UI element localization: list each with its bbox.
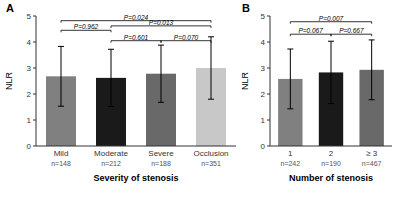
- significance-label: P=0.070: [174, 34, 199, 41]
- y-tick-label: 2: [261, 90, 266, 99]
- panel: 0 1 2 3 4 5 Mild n=148 Moderate n=212 Severe n=188 O…: [4, 2, 236, 183]
- error-cap: [287, 108, 293, 109]
- significance-label: P=0.013: [149, 19, 174, 26]
- error-line: [161, 45, 162, 102]
- x-axis: [270, 146, 392, 147]
- n-label: n=212: [101, 160, 121, 167]
- significance-label: P=0.962: [74, 23, 99, 30]
- error-line: [331, 41, 332, 103]
- significance-bracket: [290, 22, 371, 24]
- significance-label: P=0.667: [339, 27, 364, 34]
- x-tick-label: 1: [288, 149, 293, 158]
- error-bar: [108, 49, 114, 106]
- x-tick-label: Mild: [54, 149, 69, 158]
- marks: [46, 37, 226, 146]
- error-cap: [328, 103, 334, 104]
- error-bar: [369, 40, 375, 100]
- error-bar: [287, 49, 293, 109]
- error-cap: [58, 106, 64, 107]
- significance-bracket: [111, 26, 211, 28]
- x-tick-label: Occlusion: [193, 149, 228, 158]
- error-cap: [369, 39, 375, 40]
- x-tick-label: ≥ 3: [366, 149, 378, 158]
- x-tick-label: 2: [329, 149, 334, 158]
- marks: [278, 40, 384, 146]
- n-label: n=188: [151, 160, 171, 167]
- y-tick-label: 5: [261, 12, 266, 21]
- error-cap: [369, 99, 375, 100]
- y-axis: [36, 16, 37, 146]
- error-cap: [108, 106, 114, 107]
- panel-title: B: [242, 2, 250, 14]
- significance-bracket: [331, 34, 372, 36]
- y-tick-label: 2: [27, 90, 32, 99]
- error-bar: [328, 41, 334, 103]
- significance-bracket: [290, 34, 331, 36]
- error-cap: [58, 46, 64, 47]
- error-bar: [158, 45, 164, 102]
- significance-bracket: [161, 41, 211, 43]
- y-tick-label: 4: [27, 38, 32, 47]
- y-tick-label: 3: [27, 64, 32, 73]
- error-line: [111, 49, 112, 106]
- significance-bracket: [111, 41, 161, 43]
- n-label: n=351: [201, 160, 221, 167]
- error-cap: [208, 99, 214, 100]
- y-tick-label: 1: [261, 116, 266, 125]
- x-tick-label: Severe: [148, 149, 174, 158]
- error-cap: [287, 49, 293, 50]
- error-line: [371, 40, 372, 100]
- y-tick-label: 0: [27, 142, 32, 151]
- panel: 0 1 2 3 4 5 1 n=242 2 n=190 ≥ 3 n=467 Number of sten…: [240, 2, 392, 183]
- x-axis: [36, 146, 236, 147]
- n-label: n=467: [362, 160, 382, 167]
- significance-label: P=0.024: [124, 14, 149, 21]
- y-axis: [270, 16, 271, 146]
- significance-label: P=0.067: [298, 27, 323, 34]
- y-label: NLR: [4, 72, 14, 91]
- error-cap: [158, 102, 164, 103]
- y-tick-label: 3: [261, 64, 266, 73]
- y-tick-label: 0: [261, 142, 266, 151]
- x-label: Severity of stenosis: [93, 173, 178, 183]
- x-tick-label: Moderate: [94, 149, 128, 158]
- panel-title: A: [6, 2, 14, 14]
- significance-bracket: [61, 30, 111, 32]
- n-label: n=190: [321, 160, 341, 167]
- y-label: NLR: [240, 72, 250, 91]
- error-line: [290, 49, 291, 109]
- figure: 0 1 2 3 4 5 Mild n=148 Moderate n=212 Severe n=188 O…: [0, 0, 400, 211]
- error-bar: [58, 46, 64, 106]
- significance-bracket: [61, 21, 211, 23]
- n-label: n=148: [51, 160, 71, 167]
- error-cap: [328, 41, 334, 42]
- y-tick-label: 1: [27, 116, 32, 125]
- x-label: Number of stenosis: [289, 173, 373, 183]
- error-cap: [158, 45, 164, 46]
- error-cap: [208, 36, 214, 37]
- error-cap: [108, 49, 114, 50]
- significance-label: P=0.601: [124, 34, 149, 41]
- error-bar: [208, 37, 214, 99]
- error-line: [61, 46, 62, 106]
- y-tick-label: 5: [27, 12, 32, 21]
- y-tick-label: 4: [261, 38, 266, 47]
- error-line: [211, 37, 212, 99]
- n-label: n=242: [280, 160, 300, 167]
- significance-label: P=0.007: [319, 15, 344, 22]
